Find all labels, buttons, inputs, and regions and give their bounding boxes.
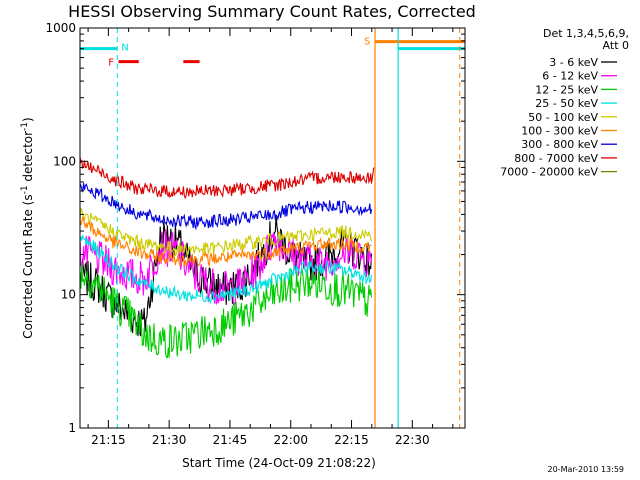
legend-entry-8: 7000 - 20000 keV <box>500 166 598 179</box>
series-line-3 <box>79 235 373 305</box>
legend-entry-4: 50 - 100 keV <box>528 111 598 124</box>
x-tick-label: 21:30 <box>152 433 187 447</box>
x-axis-label: Start Time (24-Oct-09 21:08:22) <box>182 456 376 470</box>
x-tick-label: 22:30 <box>395 433 430 447</box>
footer-timestamp: 20-Mar-2010 13:59 <box>548 465 625 474</box>
plot-area <box>79 157 375 359</box>
y-axis-label-part-2: detector <box>21 131 35 186</box>
x-tick-label: 22:15 <box>334 433 369 447</box>
series-line-6 <box>79 183 373 231</box>
legend-title-1: Det 1,3,4,5,6,9, <box>543 27 629 40</box>
axis-layer: 21:15 21:30 21:45 22:00 22:15 22:30 1 10 100 1000 <box>45 21 465 447</box>
y-axis-label-part-3: ) <box>21 117 35 122</box>
series-line-2 <box>79 262 373 359</box>
y-tick-label: 10 <box>61 288 76 302</box>
x-tick-label: 22:00 <box>273 433 308 447</box>
legend-entry-7: 800 - 7000 keV <box>514 152 598 165</box>
legend-entry-5: 100 - 300 keV <box>521 125 598 138</box>
y-tick-label: 100 <box>53 154 76 168</box>
y-tick-label: 1000 <box>45 21 76 35</box>
saa-flag-label: S <box>364 37 370 48</box>
legend-entry-3: 25 - 50 keV <box>535 97 598 110</box>
series-line-7 <box>79 157 375 200</box>
legend-entry-6: 300 - 800 keV <box>521 138 598 151</box>
y-axis-label-sup-1: -1 <box>20 185 30 194</box>
legend-title-2: Att 0 <box>603 39 629 52</box>
x-tick-label: 21:45 <box>213 433 248 447</box>
x-tick-label: 21:15 <box>91 433 126 447</box>
legend-entry-0: 3 - 6 keV <box>549 56 598 69</box>
flare-flag-label: F <box>108 58 114 69</box>
y-axis-label-sup-2: -1 <box>20 122 30 131</box>
y-axis-label-part-1: Corrected Count Rate (s <box>21 194 35 338</box>
series-line-4 <box>79 207 373 257</box>
night-flag-label: N <box>121 43 128 54</box>
flag-layer: NF S <box>80 28 465 428</box>
y-axis-label: Corrected Count Rate (s-1 detector-1) <box>20 117 35 338</box>
plot-frame <box>79 27 466 429</box>
series-line-5 <box>79 216 372 268</box>
y-tick-label: 1 <box>68 421 76 435</box>
legend-entry-1: 6 - 12 keV <box>542 70 598 83</box>
legend-entry-2: 12 - 25 keV <box>535 83 598 96</box>
chart-title: HESSI Observing Summary Count Rates, Cor… <box>68 2 476 21</box>
